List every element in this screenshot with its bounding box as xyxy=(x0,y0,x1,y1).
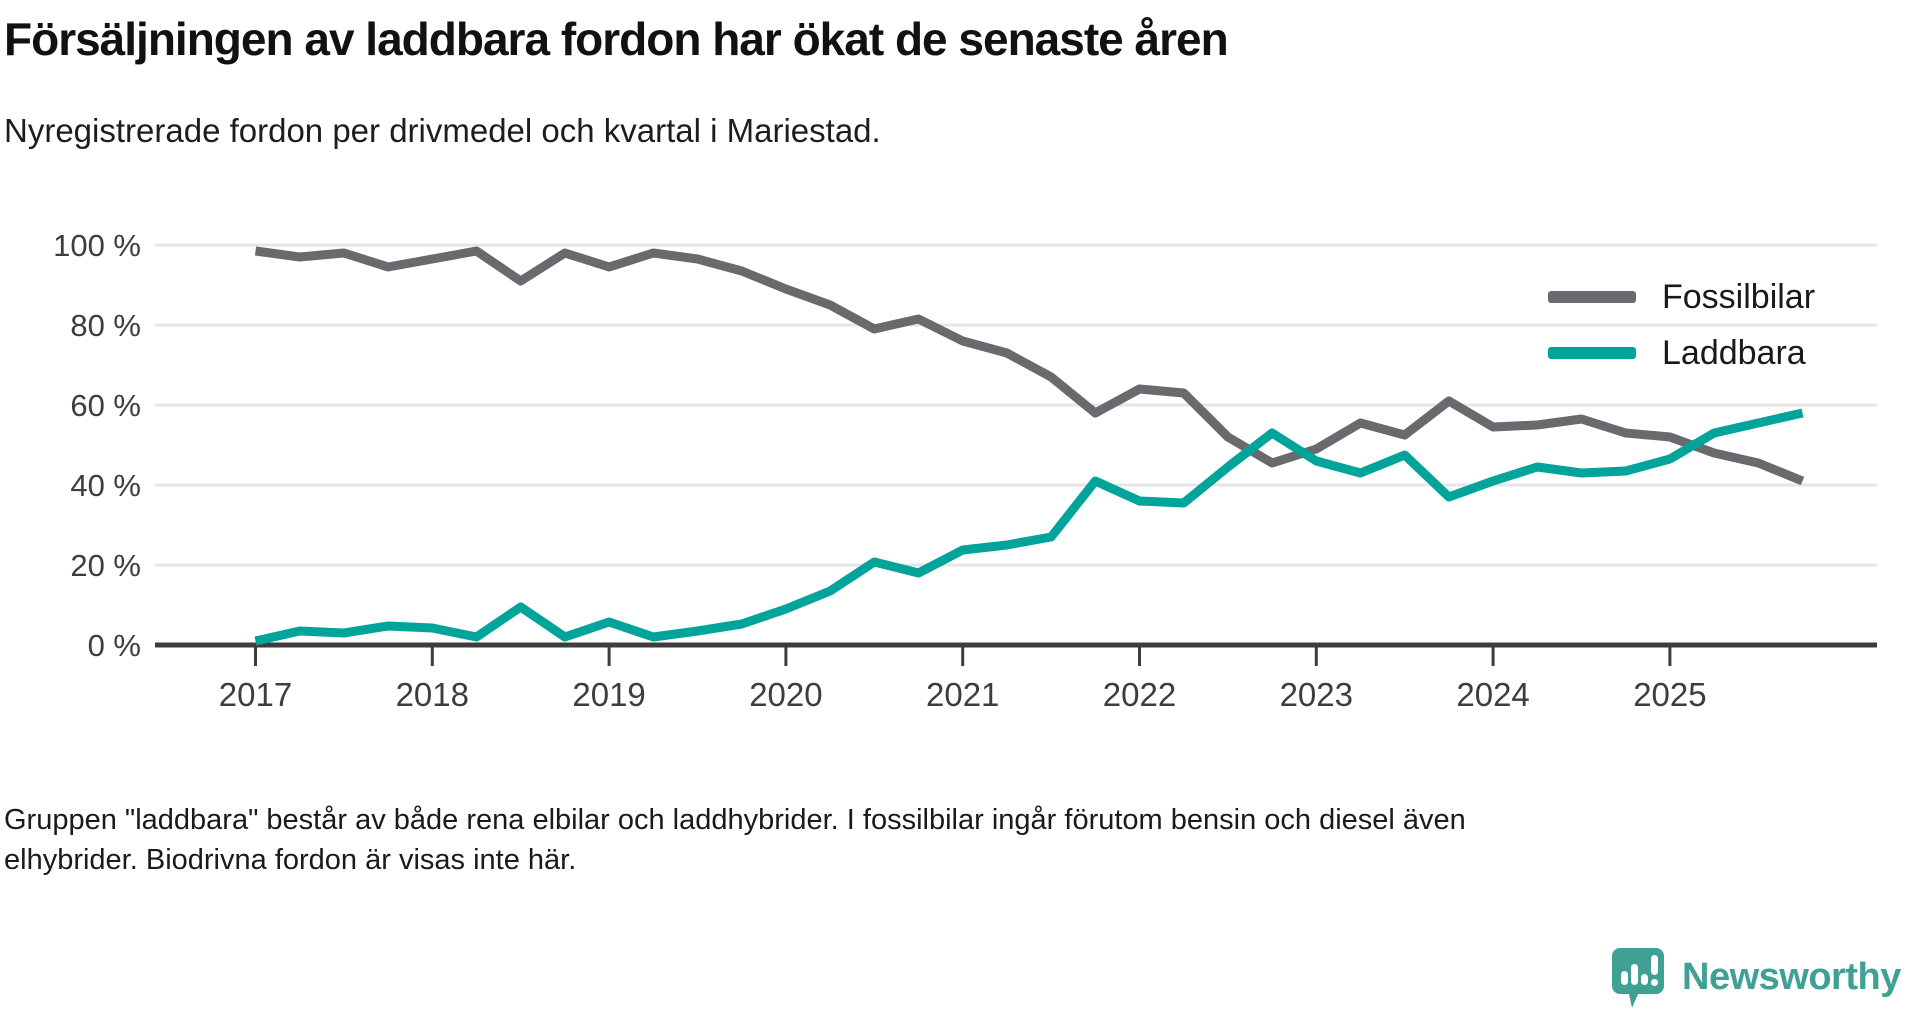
y-tick-label-60: 60 % xyxy=(70,388,141,423)
series-line-laddbara xyxy=(254,408,1804,646)
newsworthy-logo: Newsworthy xyxy=(1610,944,1901,1010)
x-tick-label-2017: 2017 xyxy=(219,676,292,713)
laddbara-line-swatch-icon xyxy=(1548,347,1636,359)
legend-item-laddbara: Laddbara xyxy=(1538,330,1818,376)
legend-label-fossilbilar: Fossilbilar xyxy=(1662,278,1816,316)
legend-label-laddbara: Laddbara xyxy=(1662,334,1806,372)
fossilbilar-line-swatch-icon xyxy=(1548,291,1636,303)
x-tick-label-2022: 2022 xyxy=(1103,676,1176,713)
y-tick-label-80: 80 % xyxy=(70,308,141,343)
x-tick-label-2023: 2023 xyxy=(1280,676,1353,713)
legend-item-fossilbilar: Fossilbilar xyxy=(1538,274,1828,320)
chart-legend: Fossilbilar Laddbara xyxy=(1538,274,1828,376)
newsworthy-wordmark: Newsworthy xyxy=(1682,956,1901,998)
page-title: Försäljningen av laddbara fordon har öka… xyxy=(4,13,1229,65)
page-subtitle: Nyregistrerade fordon per drivmedel och … xyxy=(4,112,881,149)
y-tick-label-100: 100 % xyxy=(53,228,141,263)
x-tick-label-2024: 2024 xyxy=(1456,676,1529,713)
newsworthy-bubble-icon xyxy=(1612,948,1664,1008)
x-tick-label-2020: 2020 xyxy=(749,676,822,713)
x-tick-label-2025: 2025 xyxy=(1633,676,1706,713)
chart-footnote: Gruppen "laddbara" består av både rena e… xyxy=(4,804,1466,877)
x-tick-label-2018: 2018 xyxy=(396,676,469,713)
y-tick-label-0: 0 % xyxy=(88,628,141,663)
x-tick-label-2019: 2019 xyxy=(572,676,645,713)
series-line-fossilbilar xyxy=(254,246,1805,486)
line-chart: 2017 2018 2019 2020 2021 2022 2023 2024 2025 100 … xyxy=(53,228,1877,713)
y-tick-label-20: 20 % xyxy=(70,548,141,583)
x-tick-label-2021: 2021 xyxy=(926,676,999,713)
y-tick-label-40: 40 % xyxy=(70,468,141,503)
